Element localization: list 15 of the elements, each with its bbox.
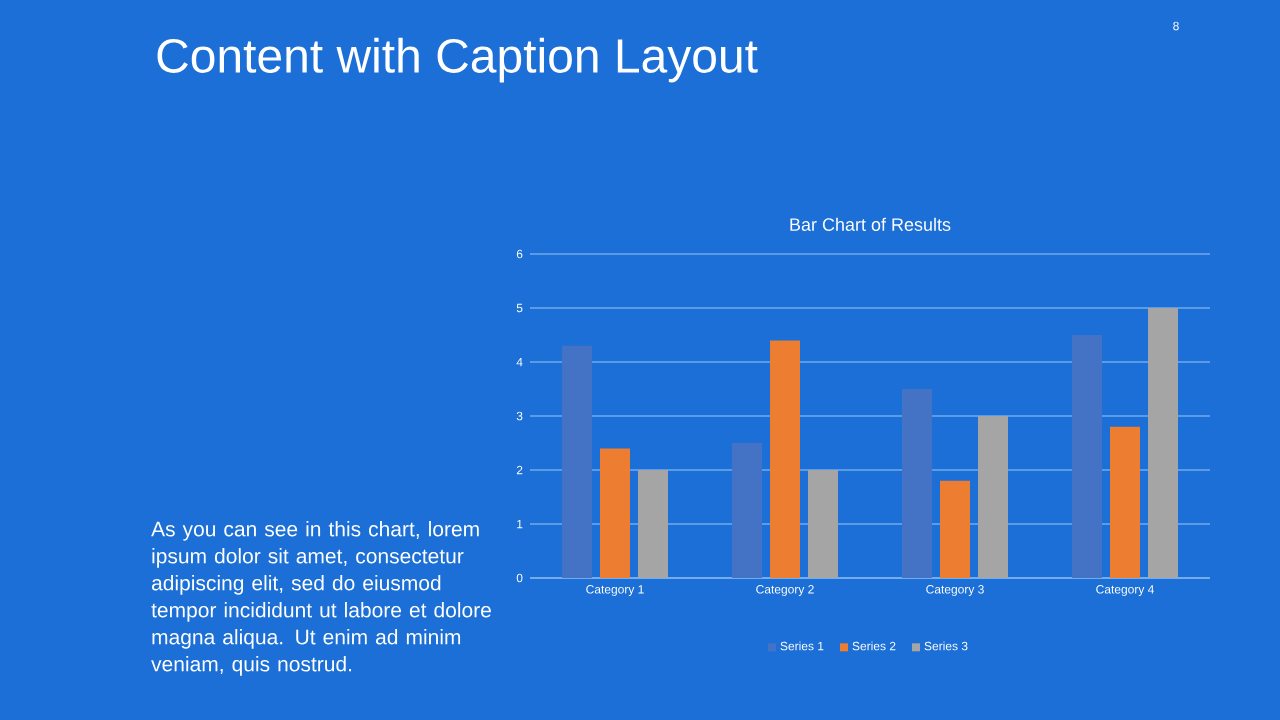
chart-title: Bar Chart of Results (790, 217, 951, 231)
text: Content with Caption Layout (157, 37, 758, 83)
bar (940, 480, 970, 578)
bar (770, 340, 800, 578)
bar (732, 443, 762, 578)
text: As you can see in this chart, lorem ipsum dolor sit amet, consectetur adipiscing elit, sed do eiusmod tempor incididunt ut labore et dolore magna aliqua. Ut enim ad minim veniam, quis nostrud. (151, 521, 491, 676)
bar (1072, 335, 1102, 578)
bar (562, 345, 593, 578)
bar (978, 416, 1008, 578)
bar (808, 470, 838, 578)
bar (600, 448, 631, 578)
bar (1148, 308, 1178, 578)
bar (902, 389, 932, 578)
bar (1110, 426, 1140, 578)
bar (638, 470, 668, 578)
